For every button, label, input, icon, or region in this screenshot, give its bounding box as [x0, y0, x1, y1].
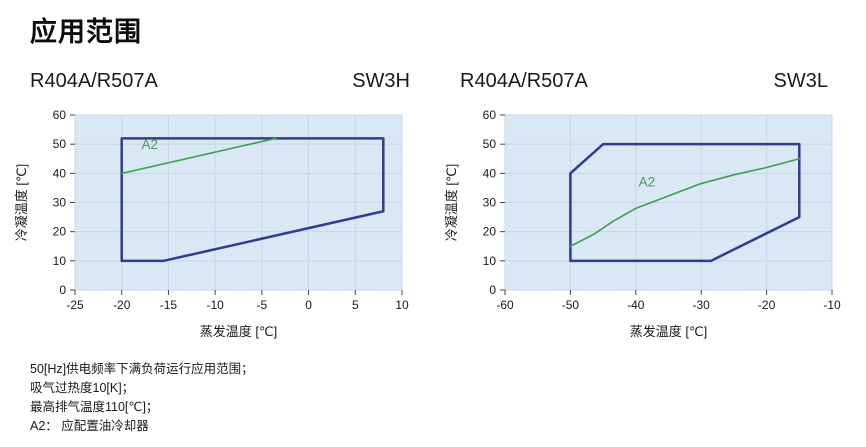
- x-tick-label: 5: [352, 298, 359, 312]
- chart-sw3l: R404A/R507A SW3L -60 -50 -40 -30 -20 -10 0 10 20…: [444, 70, 844, 350]
- y-tick-label: 20: [53, 225, 67, 239]
- y-tick-label: 0: [59, 283, 66, 297]
- x-tick-label: -30: [693, 298, 711, 312]
- chart-header: R404A/R507A SW3L: [444, 70, 844, 100]
- y-tick-label: 10: [53, 254, 67, 268]
- footnote-line: 吸气过热度10[K]；: [30, 381, 135, 395]
- x-tick-label: -10: [823, 298, 841, 312]
- tick-labels: -60 -50 -40 -30 -20 -10 0 10 20 30 40 50 60: [483, 108, 841, 312]
- a2-annotation: A2: [639, 174, 656, 189]
- y-axis-title: 冷凝温度 [℃]: [14, 164, 29, 241]
- y-tick-label: 0: [489, 283, 496, 297]
- x-tick-label: -20: [113, 298, 131, 312]
- tick-marks: [70, 114, 403, 295]
- refrigerant-label: R404A/R507A: [460, 70, 588, 92]
- model-label: SW3L: [773, 70, 828, 92]
- x-tick-label: -20: [758, 298, 776, 312]
- x-tick-label: -5: [257, 298, 268, 312]
- x-tick-label: 0: [305, 298, 312, 312]
- footnote-line: 50[Hz]供电频率下满负荷运行应用范围；: [30, 362, 254, 376]
- x-tick-label: -50: [562, 298, 580, 312]
- a2-limit-line: [120, 137, 277, 175]
- y-axis-title: 冷凝温度 [℃]: [444, 164, 459, 241]
- refrigerant-label: R404A/R507A: [30, 70, 158, 92]
- gridlines: [74, 114, 403, 291]
- chart-canvas: -25 -20 -15 -10 -5 0 5 10 0 10 20 30 40 50 60 蒸发温度 [℃] 冷…: [14, 108, 409, 339]
- tick-marks: [500, 114, 833, 295]
- operating-envelope: [569, 142, 801, 263]
- model-label: SW3H: [352, 70, 410, 92]
- y-tick-label: 30: [53, 196, 67, 210]
- y-tick-label: 50: [53, 137, 67, 151]
- footnotes: 50[Hz]供电频率下满负荷运行应用范围； 吸气过热度10[K]； 最高排气温度…: [30, 360, 254, 436]
- chart-canvas: -60 -50 -40 -30 -20 -10 0 10 20 30 40 50 60 蒸发温度 [℃] 冷…: [444, 108, 841, 339]
- x-axis-title: 蒸发温度 [℃]: [200, 324, 277, 339]
- y-tick-label: 30: [483, 196, 497, 210]
- y-tick-label: 60: [483, 108, 497, 122]
- x-tick-label: -60: [496, 298, 514, 312]
- y-tick-label: 40: [53, 166, 67, 180]
- operating-envelope: [120, 137, 385, 263]
- chart-sw3h: R404A/R507A SW3H -25 -20 -15 -10 -5 0 5 10 0 10 20…: [14, 70, 414, 350]
- footnote-line: 最高排气温度110[℃]；: [30, 400, 159, 414]
- y-tick-label: 50: [483, 137, 497, 151]
- chart-header: R404A/R507A SW3H: [14, 70, 414, 100]
- y-tick-label: 10: [483, 254, 497, 268]
- page-title: 应用范围: [30, 17, 142, 47]
- y-tick-label: 40: [483, 166, 497, 180]
- x-axis-title: 蒸发温度 [℃]: [630, 324, 707, 339]
- x-tick-label: -10: [206, 298, 224, 312]
- y-tick-label: 20: [483, 225, 497, 239]
- a2-annotation: A2: [141, 137, 158, 152]
- a2-limit-line: [569, 157, 801, 248]
- y-tick-label: 60: [53, 108, 67, 122]
- x-tick-label: -15: [160, 298, 178, 312]
- x-tick-label: -40: [627, 298, 645, 312]
- tick-labels: -25 -20 -15 -10 -5 0 5 10 0 10 20 30 40 50 60: [53, 108, 409, 312]
- x-tick-label: 10: [395, 298, 409, 312]
- footnote-line: A2： 应配置油冷却器: [30, 419, 149, 433]
- x-tick-label: -25: [66, 298, 84, 312]
